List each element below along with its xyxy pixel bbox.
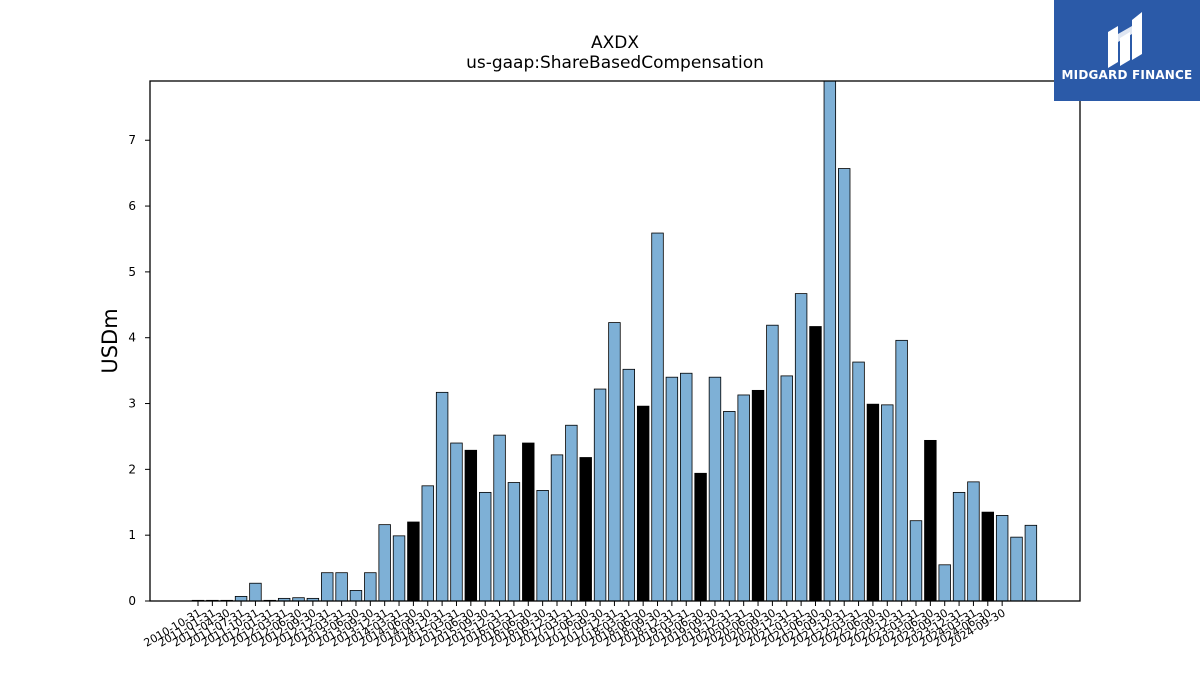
bar: [622, 368, 636, 602]
bar: [723, 411, 736, 602]
bar: [493, 434, 506, 602]
bar: [909, 520, 923, 602]
bar: [321, 572, 334, 602]
bar: [881, 404, 894, 602]
chart-title: AXDX: [591, 33, 639, 53]
y-tick-label: 0: [128, 594, 136, 608]
bar: [924, 439, 937, 602]
bar: [952, 491, 966, 602]
y-tick-label: 5: [128, 265, 136, 279]
y-tick-label: 4: [128, 331, 136, 345]
bar: [809, 326, 822, 602]
chart-subtitle: us-gaap:ShareBasedCompensation: [466, 53, 764, 73]
bar: [636, 405, 650, 602]
bar: [751, 389, 765, 602]
bar: [234, 595, 248, 602]
y-tick-label: 1: [128, 528, 136, 542]
bar: [895, 339, 908, 602]
bars-layer: [191, 80, 1038, 602]
bar: [967, 481, 980, 602]
bar: [335, 572, 348, 602]
bar: [680, 372, 693, 602]
bar: [794, 293, 808, 602]
bar: [550, 454, 564, 602]
y-tick-label: 3: [128, 397, 136, 411]
y-axis-label: USDm: [98, 308, 122, 373]
bar: [364, 572, 377, 602]
bar: [349, 590, 363, 602]
y-tick-label: 7: [128, 133, 136, 147]
bar: [866, 403, 880, 602]
bar: [536, 490, 549, 602]
bar: [995, 515, 1009, 602]
brand-logo: MIDGARD FINANCE: [1054, 0, 1200, 101]
axes-layer: 012345672010-10-312011-01-312011-04-3020…: [128, 80, 1081, 650]
bar: [938, 564, 951, 602]
bar: [651, 232, 664, 602]
bar: [1024, 524, 1038, 602]
bar: [852, 361, 865, 602]
brand-name: MIDGARD FINANCE: [1061, 68, 1193, 82]
bar: [593, 388, 607, 602]
bar: [565, 424, 578, 602]
bar: [1010, 536, 1023, 602]
bar: [421, 485, 434, 602]
bar: [708, 376, 722, 602]
bar: [665, 376, 679, 602]
bar: [378, 524, 391, 602]
bar: [478, 491, 492, 602]
bar: [450, 442, 463, 602]
bar: [522, 442, 535, 602]
bar: [392, 535, 406, 602]
midgard-logo-icon: [1108, 12, 1142, 68]
bar: [737, 394, 750, 602]
bar: [464, 449, 478, 602]
bar: [981, 511, 995, 602]
y-tick-label: 6: [128, 199, 136, 213]
bar: [823, 80, 837, 602]
bar: [608, 322, 621, 602]
bar: [249, 582, 262, 602]
bar: [694, 472, 707, 602]
bar: [435, 391, 449, 602]
plot-frame: [149, 80, 1081, 602]
bar: [780, 375, 793, 602]
bar: [838, 168, 851, 602]
bar: [407, 521, 420, 602]
bar: [507, 482, 521, 602]
bar: [766, 324, 779, 602]
bar: [579, 457, 592, 602]
y-tick-label: 2: [128, 462, 136, 476]
